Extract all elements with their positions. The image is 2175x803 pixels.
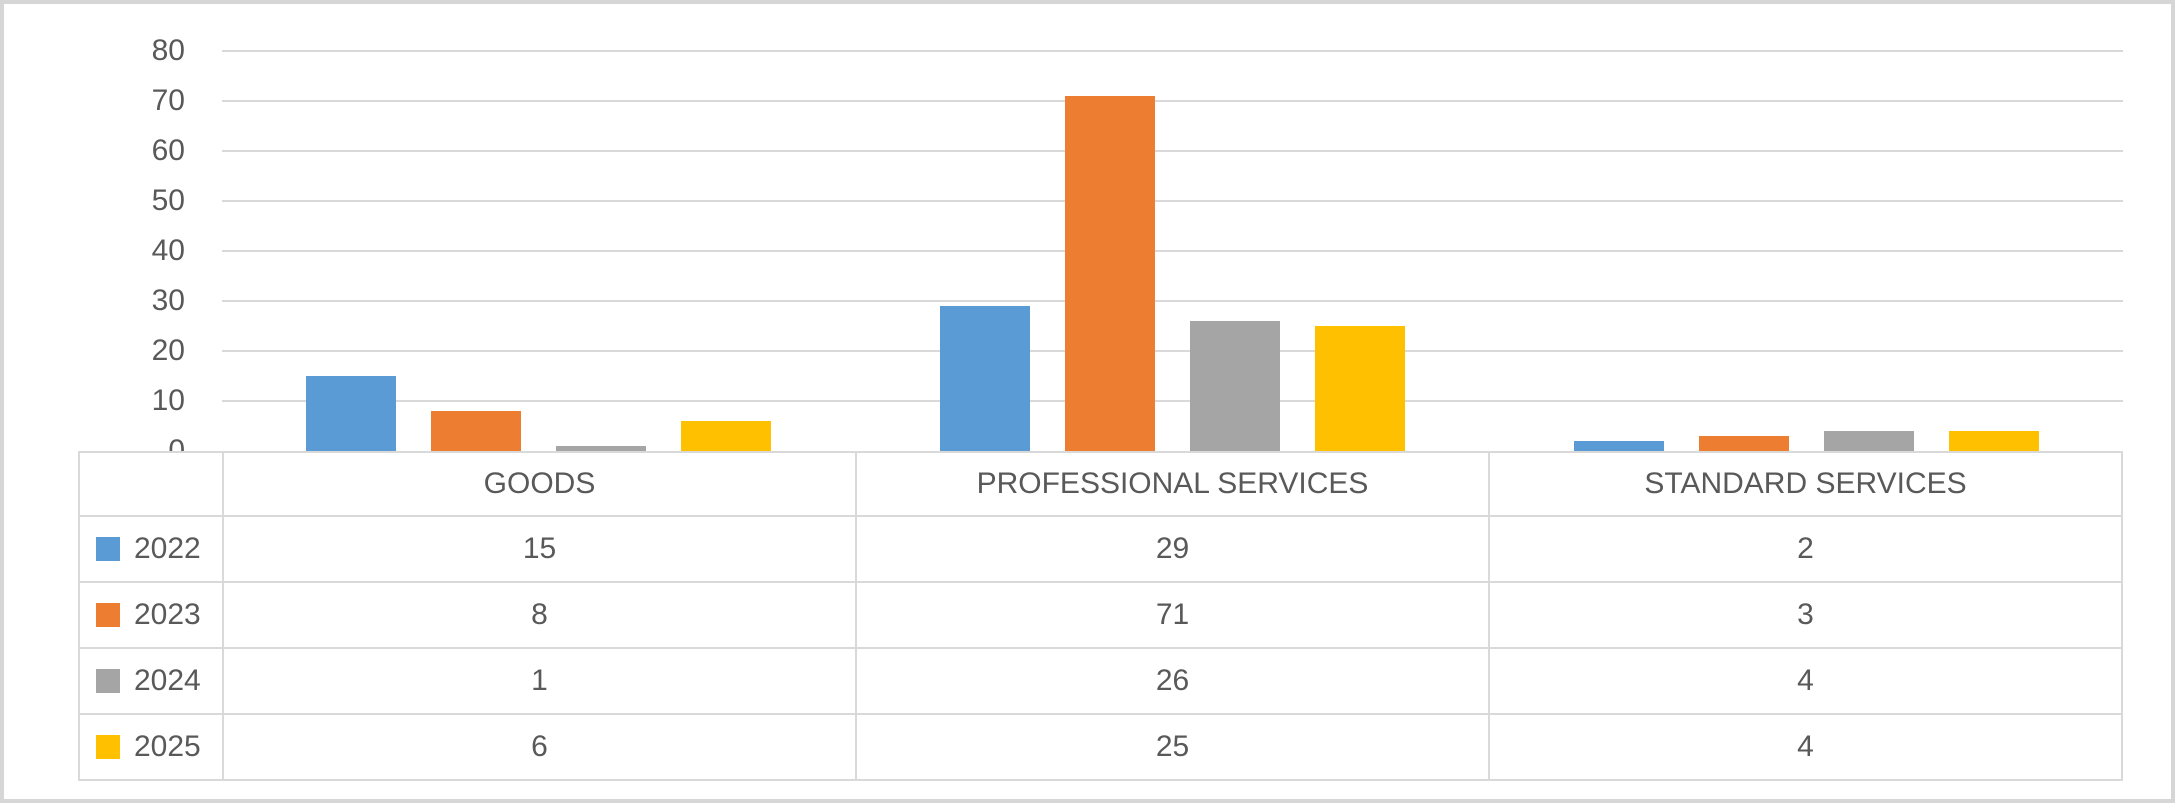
- legend-swatch-icon: [96, 669, 120, 693]
- legend-entry: 2025: [81, 730, 221, 764]
- legend-cell: 2025: [78, 713, 224, 781]
- legend-cell: 2024: [78, 647, 224, 715]
- category-header-row: GOODS PROFESSIONAL SERVICES STANDARD SERVI…: [78, 451, 2123, 517]
- gridline: [222, 250, 2123, 252]
- bar-2025-standard-services: [1948, 431, 2039, 451]
- gridline: [222, 350, 2123, 352]
- plot-area: [222, 0, 2123, 451]
- data-table-body: 2022 15 29 2 2023 8 71 3 2024 1 26 4 2025 6 25 4: [78, 515, 2123, 781]
- gridline: [222, 100, 2123, 102]
- series-row-2023: 2023 8 71 3: [78, 581, 2123, 649]
- series-row-2022: 2022 15 29 2: [78, 515, 2123, 583]
- gridline: [222, 150, 2123, 152]
- legend-swatch-icon: [96, 735, 120, 759]
- legend-swatch-icon: [96, 537, 120, 561]
- value-cell: 29: [855, 515, 1490, 583]
- bar-2024-goods: [556, 446, 647, 451]
- bar-2023-standard-services: [1698, 436, 1789, 451]
- legend-series-label: 2024: [134, 664, 201, 697]
- value-cell: 15: [222, 515, 857, 583]
- value-cell: 4: [1488, 647, 2123, 715]
- legend-entry: 2023: [81, 598, 221, 632]
- y-axis-tick-label: 10: [151, 384, 185, 417]
- y-axis-tick-label: 70: [151, 84, 185, 117]
- y-axis-tick-label: 60: [151, 134, 185, 167]
- legend-entry: 2024: [81, 664, 221, 698]
- gridline: [222, 50, 2123, 52]
- data-table: GOODS PROFESSIONAL SERVICES STANDARD SERVI…: [78, 451, 2123, 781]
- gridline: [222, 300, 2123, 302]
- category-header-cell: STANDARD SERVICES: [1488, 451, 2123, 517]
- data-table-wrap: GOODS PROFESSIONAL SERVICES STANDARD SERVI…: [78, 451, 2125, 781]
- y-axis: 0 10 20 30 40 50 60 70 80: [0, 0, 185, 470]
- y-axis-tick-label: 20: [151, 334, 185, 367]
- bar-2025-goods: [681, 421, 772, 451]
- legend-entry: 2022: [81, 532, 221, 566]
- y-axis-tick-label: 50: [151, 184, 185, 217]
- value-cell: 2: [1488, 515, 2123, 583]
- value-cell: 3: [1488, 581, 2123, 649]
- value-cell: 4: [1488, 713, 2123, 781]
- bar-2024-standard-services: [1823, 431, 1914, 451]
- bar-2022-professional-services: [940, 306, 1030, 451]
- legend-swatch-icon: [96, 603, 120, 627]
- bar-2022-standard-services: [1573, 441, 1664, 451]
- series-row-2025: 2025 6 25 4: [78, 713, 2123, 781]
- value-cell: 26: [855, 647, 1490, 715]
- bar-2022-goods: [306, 376, 397, 451]
- y-axis-tick-label: 30: [151, 284, 185, 317]
- gridline: [222, 400, 2123, 402]
- bar-2023-goods: [431, 411, 522, 451]
- blank-corner-cell: [78, 451, 224, 517]
- bar-2025-professional-services: [1315, 326, 1405, 451]
- value-cell: 8: [222, 581, 857, 649]
- legend-series-label: 2023: [134, 598, 201, 631]
- legend-cell: 2022: [78, 515, 224, 583]
- gridline: [222, 200, 2123, 202]
- category-header-cell: PROFESSIONAL SERVICES: [855, 451, 1490, 517]
- value-cell: 25: [855, 713, 1490, 781]
- y-axis-tick-label: 40: [151, 234, 185, 267]
- category-header-cell: GOODS: [222, 451, 857, 517]
- value-cell: 1: [222, 647, 857, 715]
- series-row-2024: 2024 1 26 4: [78, 647, 2123, 715]
- y-axis-tick-label: 80: [151, 34, 185, 67]
- bar-2023-professional-services: [1065, 96, 1155, 451]
- legend-cell: 2023: [78, 581, 224, 649]
- bar-2024-professional-services: [1190, 321, 1280, 451]
- legend-series-label: 2022: [134, 532, 201, 565]
- value-cell: 6: [222, 713, 857, 781]
- legend-series-label: 2025: [134, 730, 201, 763]
- value-cell: 71: [855, 581, 1490, 649]
